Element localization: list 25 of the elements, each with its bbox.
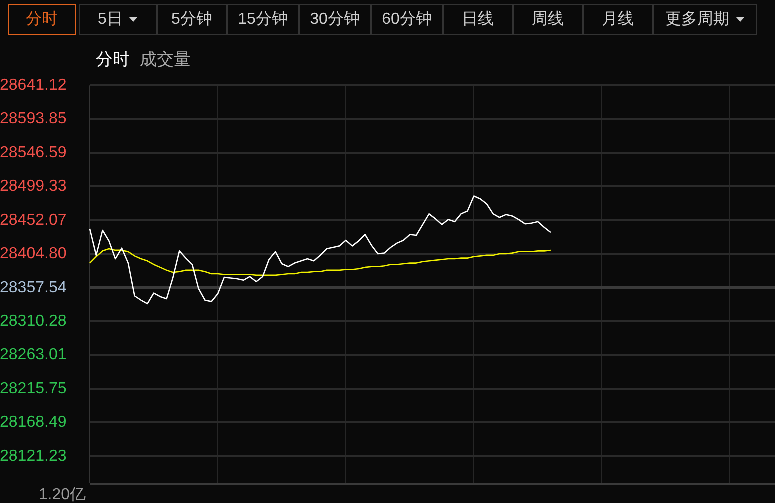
y-tick-label: 28310.28	[0, 313, 67, 330]
text: 月线	[602, 10, 634, 30]
y-tick-label: 28452.07	[0, 212, 67, 229]
y-tick-label: 28404.80	[0, 246, 67, 263]
text: 15分钟	[238, 10, 288, 30]
text: 周线	[532, 10, 564, 30]
text: 分时	[96, 49, 130, 71]
text: 成交量	[140, 49, 191, 71]
text: 日线	[462, 10, 494, 30]
text: 60分钟	[382, 10, 432, 30]
y-tick-label: 28121.23	[0, 448, 67, 465]
y-tick-label: 28546.59	[0, 144, 67, 162]
text: 分时	[26, 10, 58, 30]
y-tick-label: 28168.49	[0, 414, 67, 432]
text: 30分钟	[310, 10, 360, 30]
y-tick-label: 28215.75	[0, 380, 67, 398]
text: 1.20亿	[38, 486, 86, 503]
y-tick-label: 28499.33	[0, 178, 67, 196]
text: 5日	[98, 10, 123, 30]
y-tick-label: 28263.01	[0, 346, 67, 364]
text: 5分钟	[172, 10, 212, 30]
y-tick-label: 28641.12	[0, 77, 67, 94]
y-tick-label: 28593.85	[0, 110, 67, 128]
text: 更多周期	[666, 10, 730, 30]
y-tick-label: 28357.54	[0, 279, 67, 296]
